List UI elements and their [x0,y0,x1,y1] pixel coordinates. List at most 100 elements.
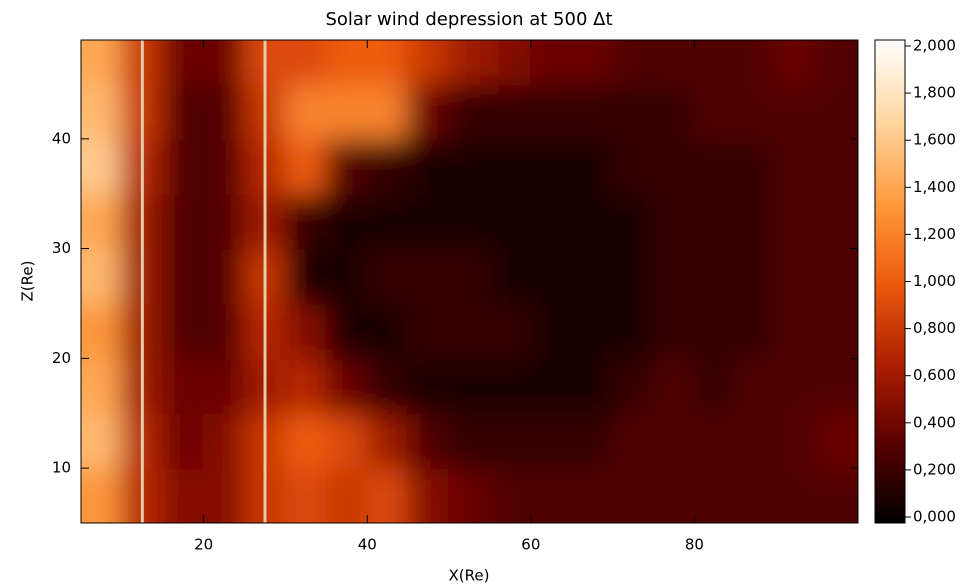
heat-cell [734,40,778,85]
heat-cell [529,137,573,195]
heat-cell [81,412,123,470]
heat-cell [161,192,205,250]
heat-cell [734,192,778,250]
heat-cell [202,467,246,523]
heat-cell [734,137,778,195]
heat-cell [448,302,491,360]
heat-cell [407,82,451,140]
heat-cell [775,412,819,470]
colorbar-tick-label: 1,400 [913,178,956,196]
colorbar-tick-label: 0,400 [913,413,956,431]
heat-cell [161,40,205,85]
heat-cell [448,40,491,85]
heat-cell [407,357,451,415]
heat-cell [652,247,696,305]
heat-cell [284,40,328,85]
heat-cell [284,357,328,415]
overlay [140,40,267,523]
y-tick-label: 10 [52,459,71,477]
heat-cell [652,302,696,360]
heat-cell [488,467,532,523]
heat-cell [570,247,614,305]
heat-cell [693,82,737,140]
colorbar [874,39,906,524]
heat-cell [488,357,532,415]
heat-cell [693,467,737,523]
heat-cell [529,302,573,360]
heat-cell [202,40,246,85]
heat-cell [570,137,614,195]
heat-cell [693,40,737,85]
x-tick-label: 40 [358,536,377,554]
y-axis-label: Z(Re) [19,261,37,302]
heat-cell [611,357,655,415]
heat-cell [816,82,858,140]
heat-cell [734,467,778,523]
heat-cell [202,192,246,250]
heat-cell [611,467,655,523]
heat-cell [366,247,410,305]
heat-cell [529,247,573,305]
heat-cell [611,82,655,140]
heat-cell [488,412,532,470]
heat-cell [570,82,614,140]
heat-cell [652,40,696,85]
heat-cell [734,302,778,360]
heat-cell [202,302,246,360]
heat-cell [366,40,410,85]
heat-cell [652,412,696,470]
heat-cell [81,467,123,523]
heat-cell [325,82,369,140]
colorbar-tick-label: 0,800 [913,319,956,337]
heat-cell [161,82,205,140]
heat-cell [448,357,491,415]
heat-cell [202,412,246,470]
heat-cell [325,192,369,250]
heat-cell [161,247,205,305]
heat-cell [693,192,737,250]
heat-cell [161,467,205,523]
colorbar-tick-label: 1,800 [913,84,956,102]
heat-cell [775,137,819,195]
heat-cell [775,467,819,523]
colorbar-tick-label: 0,000 [913,508,956,526]
heat-cell [448,192,491,250]
heat-cell [284,82,328,140]
heat-cell [611,137,655,195]
heat-cell [407,247,451,305]
heat-cell [652,467,696,523]
heat-cell [652,192,696,250]
heat-cell [816,137,858,195]
heat-cell [325,467,369,523]
x-tick-label: 20 [194,536,213,554]
heat-cell [448,467,491,523]
heat-cell [448,412,491,470]
heat-cell [816,412,858,470]
heat-cell [366,467,410,523]
heat-cell [488,40,532,85]
heat-cell [816,40,858,85]
heat-cell [448,137,491,195]
heat-cell [529,192,573,250]
heat-cell [284,137,328,195]
heat-cell [81,357,123,415]
heat-cell [366,302,410,360]
heat-cell [81,302,123,360]
heat-cell [284,247,328,305]
heat-cell [611,247,655,305]
heat-cell [570,412,614,470]
heat-cell [407,302,451,360]
colorbar-tick-label: 0,600 [913,366,956,384]
chart-title: Solar wind depression at 500 Δt [325,9,612,30]
heat-cell [325,137,369,195]
heat-cell [325,357,369,415]
heat-cell [816,192,858,250]
heat-cell [816,302,858,360]
heat-cell [366,192,410,250]
heat-cell [570,302,614,360]
heat-cell [202,357,246,415]
x-axis-label: X(Re) [449,567,490,585]
colorbar-tick-label: 1,000 [913,272,956,290]
heat-cell [284,412,328,470]
